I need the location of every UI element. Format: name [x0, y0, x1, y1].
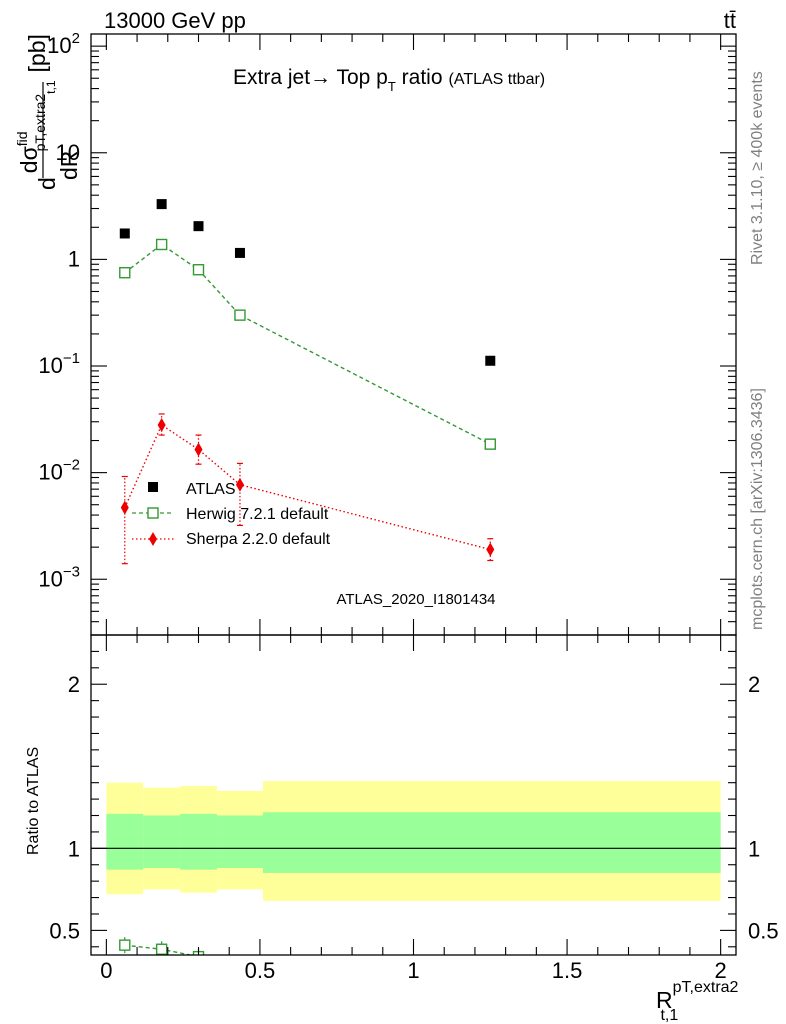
herwig-point	[192, 264, 205, 276]
collision-label: 13000 GeV pp	[104, 8, 246, 33]
herwig-ratio-point	[485, 981, 495, 991]
x-tick-label: 0.5	[245, 958, 276, 983]
ratio-y-tick-labels: 0.5 0.5 1 1 2 2	[49, 672, 778, 943]
atlas-point	[156, 199, 167, 210]
sherpa-point	[486, 542, 495, 557]
x-axis-label: RpT,extra2 t,1	[656, 979, 739, 1024]
sherpa-series	[120, 413, 495, 565]
atlas-point	[119, 228, 130, 239]
x-tick-label: 1.5	[552, 958, 583, 983]
main-panel: Extra jet→ Top pT ratio (ATLAS ttbar) ddσ…	[14, 30, 737, 636]
inner-band	[106, 813, 144, 870]
legend-herwig-marker	[147, 507, 159, 519]
inner-band	[180, 813, 217, 870]
sherpa-point	[157, 417, 166, 432]
main-y-tick-label: 10−3	[38, 563, 80, 591]
mcplots-label: mcplots.cern.ch [arXiv:1306.3436]	[749, 388, 766, 630]
sherpa-point	[235, 477, 244, 492]
ratio-y-tick-label-left: 0.5	[49, 918, 80, 943]
herwig-series	[119, 238, 496, 450]
main-y-tick-label: 10−1	[38, 350, 80, 378]
x-tick-label: 0	[100, 958, 112, 983]
ratio-y-tick-label-right: 0.5	[748, 918, 779, 943]
herwig-point	[234, 309, 246, 321]
atlas-series	[119, 199, 496, 366]
rivet-label: Rivet 3.1.10, ≥ 400k events	[749, 71, 766, 265]
ratio-y-tick-label-left: 1	[68, 836, 80, 861]
herwig-ratio-point	[119, 939, 131, 951]
inner-band	[263, 812, 721, 873]
legend-atlas-marker	[148, 482, 158, 492]
legend-sherpa-label: Sherpa 2.2.0 default	[186, 531, 331, 548]
ratio-y-tick-label-left: 2	[68, 672, 80, 697]
main-title: Extra jet→ Top pT ratio (ATLAS ttbar)	[233, 66, 545, 94]
main-y-tick-label: 1	[68, 246, 80, 271]
herwig-ratio-point	[155, 943, 168, 955]
ratio-axis-ticks	[91, 635, 736, 955]
herwig-ratio-point	[235, 963, 245, 973]
herwig-point	[119, 267, 131, 279]
legend-atlas-label: ATLAS	[186, 481, 236, 498]
main-y-tick-label: 10	[56, 140, 80, 165]
herwig-point	[155, 238, 168, 251]
analysis-label: ATLAS_2020_I1801434	[336, 591, 495, 608]
main-y-label: ddσfid pT,extra2t,1[pb] dR	[14, 34, 82, 190]
legend: ATLAS Herwig 7.2.1 default Sherpa 2.2.0 …	[132, 481, 331, 548]
x-tick-label: 1	[407, 958, 419, 983]
main-y-tick-label: 10−2	[38, 457, 80, 485]
ratio-frame	[90, 634, 737, 956]
main-y-tick-label: 102	[47, 30, 80, 58]
sherpa-point	[120, 500, 129, 515]
herwig-line	[124, 243, 491, 445]
atlas-point	[193, 221, 204, 232]
sherpa-point	[194, 442, 203, 457]
atlas-point	[234, 247, 245, 258]
legend-sherpa-marker	[149, 532, 157, 546]
inner-band	[143, 815, 181, 869]
legend-herwig-label: Herwig 7.2.1 default	[186, 506, 329, 523]
herwig-ratio-line	[124, 944, 194, 955]
main-axis-ticks	[91, 34, 736, 636]
herwig-point	[484, 438, 496, 450]
ratio-y-tick-label-right: 2	[748, 672, 760, 697]
svg-text:dR: dR	[56, 151, 82, 180]
x-tick-label: 2	[715, 958, 727, 983]
process-label: tt̄	[724, 8, 736, 33]
atlas-point	[485, 355, 496, 366]
uncertainty-bands	[106, 781, 721, 901]
inner-band	[216, 815, 263, 869]
ratio-panel: 0.5 0.5 1 1 2 2 0 0.5 1 1.5 2 Ratio to ATLAS RpT,…	[25, 634, 779, 1024]
main-y-tick-labels: 102 10 1 10−1 10−2 10−3	[38, 30, 80, 591]
sherpa-line	[124, 423, 491, 551]
x-tick-labels: 0 0.5 1 1.5 2	[100, 958, 727, 983]
herwig-ratio-series	[119, 937, 495, 991]
ratio-y-label: Ratio to ATLAS	[25, 747, 42, 855]
ratio-y-tick-label-right: 1	[748, 836, 760, 861]
